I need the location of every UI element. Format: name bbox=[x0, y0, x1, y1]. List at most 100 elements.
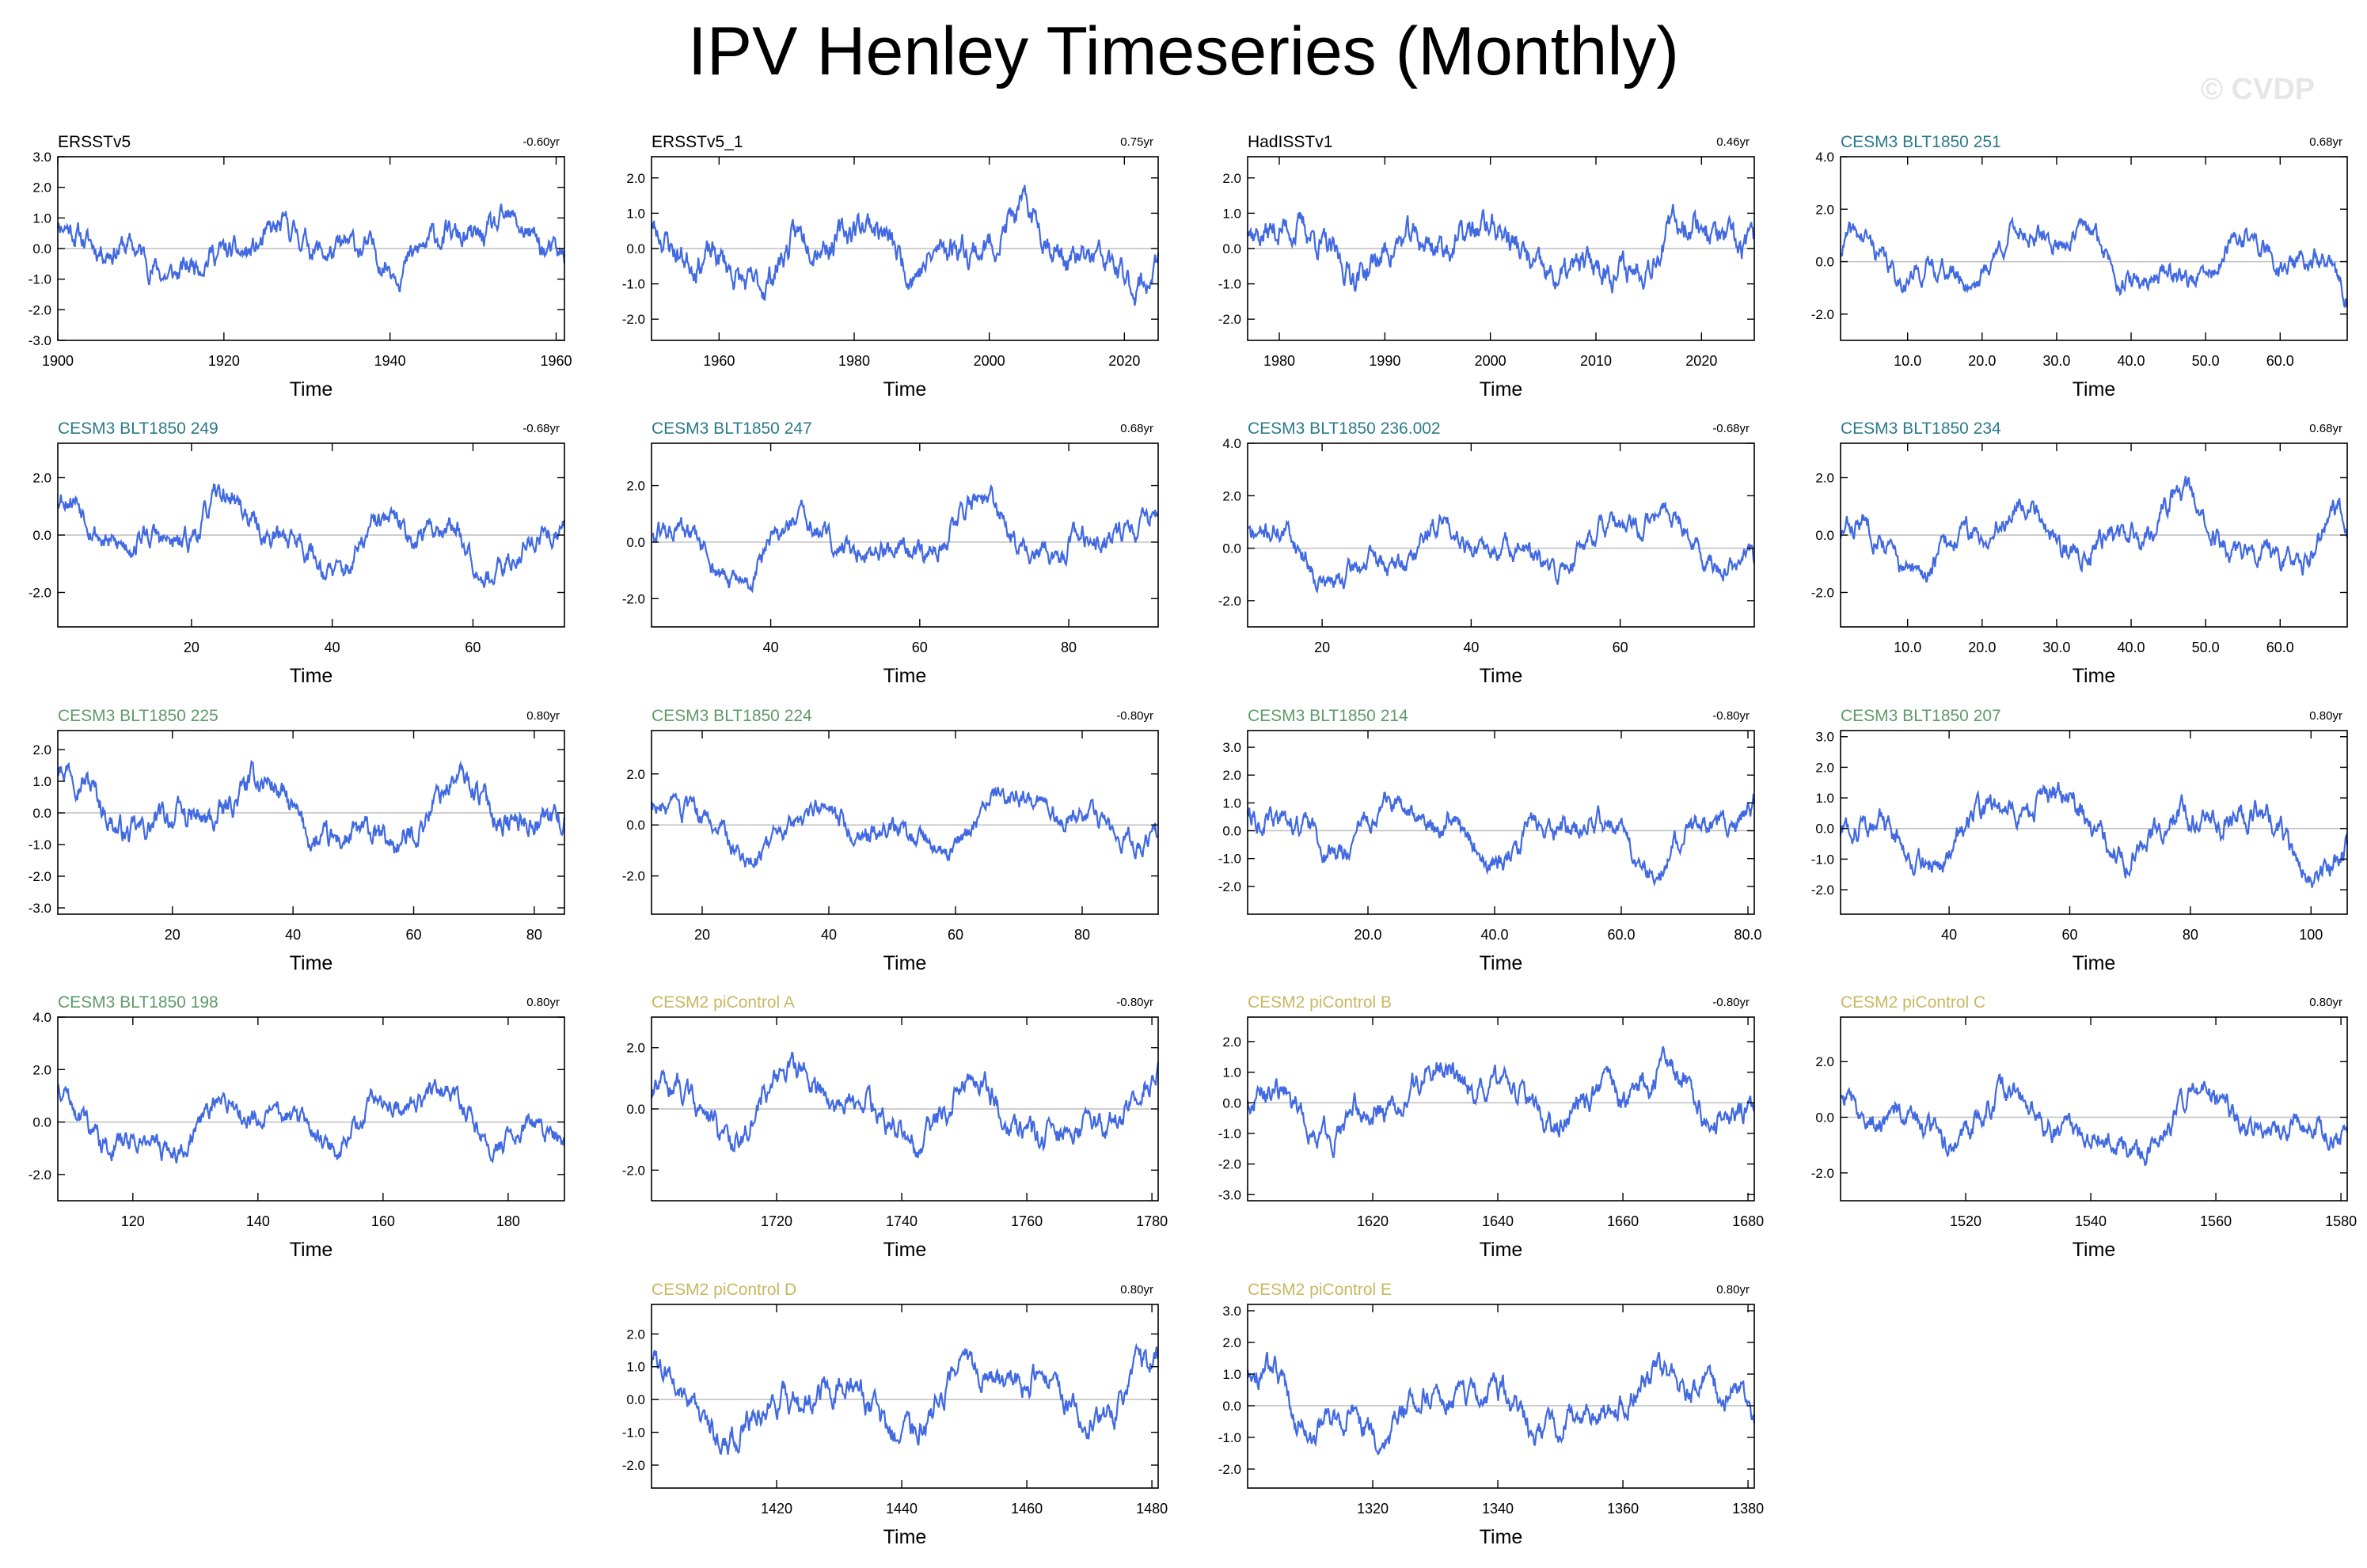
y-tick-label: -1.0 bbox=[1218, 1430, 1241, 1445]
series-line bbox=[650, 1342, 1159, 1456]
series-line bbox=[1839, 781, 2349, 888]
y-tick-label: -2.0 bbox=[622, 1163, 645, 1178]
x-tick-label: 50.0 bbox=[2192, 640, 2220, 655]
y-tick-label: 0.0 bbox=[1222, 824, 1241, 839]
trend-label: 0.80yr bbox=[1716, 1283, 1750, 1297]
x-axis-label: Time bbox=[290, 1239, 333, 1261]
x-tick-label: 1320 bbox=[1357, 1501, 1389, 1517]
x-tick-label: 180 bbox=[496, 1213, 520, 1229]
x-tick-label: 1520 bbox=[1950, 1213, 1981, 1229]
series-line bbox=[56, 483, 566, 588]
trend-label: 0.68yr bbox=[2309, 422, 2342, 435]
trend-label: -0.68yr bbox=[1712, 422, 1750, 435]
y-tick-label: 0.0 bbox=[1815, 822, 1834, 837]
x-tick-label: 40 bbox=[1463, 640, 1479, 655]
plot-frame bbox=[1840, 1016, 2348, 1202]
plot-frame bbox=[651, 1304, 1159, 1489]
y-tick-label: 2.0 bbox=[32, 1062, 51, 1077]
x-tick-label: 1560 bbox=[2200, 1213, 2232, 1229]
x-tick-label: 40 bbox=[285, 927, 301, 943]
x-tick-label: 1720 bbox=[761, 1213, 792, 1229]
y-tick-label: 2.0 bbox=[1815, 760, 1834, 775]
x-axis-label: Time bbox=[2073, 1239, 2116, 1261]
y-tick-label: 0.0 bbox=[626, 241, 645, 256]
x-tick-label: 1660 bbox=[1607, 1213, 1639, 1229]
series-line bbox=[56, 759, 566, 854]
x-tick-label: 100 bbox=[2299, 927, 2323, 943]
x-tick-label: 1380 bbox=[1732, 1501, 1764, 1517]
x-tick-label: 50.0 bbox=[2192, 353, 2220, 369]
y-tick-label: -1.0 bbox=[28, 272, 51, 287]
trend-label: 0.75yr bbox=[1120, 135, 1153, 149]
y-tick-label: 2.0 bbox=[1222, 1335, 1241, 1350]
panel-title: ERSSTv5 bbox=[58, 133, 131, 151]
y-tick-label: 2.0 bbox=[1815, 202, 1834, 217]
y-tick-label: 0.0 bbox=[32, 806, 51, 821]
y-tick-label: 2.0 bbox=[626, 1041, 645, 1056]
y-tick-label: -3.0 bbox=[28, 901, 51, 916]
x-tick-label: 40 bbox=[325, 640, 340, 655]
trend-label: -0.80yr bbox=[1116, 996, 1153, 1009]
y-tick-label: 0.0 bbox=[626, 1392, 645, 1407]
panel-title: CESM3 BLT1850 247 bbox=[652, 420, 812, 438]
x-tick-label: 1420 bbox=[761, 1501, 792, 1517]
panel-title: CESM3 BLT1850 234 bbox=[1841, 420, 2001, 438]
chart-panel-4: -2.0 0.0 2.0 20 40 60 Time CESM3 BLT1850 249 -0.… bbox=[28, 420, 566, 687]
panel-title: HadISSTv1 bbox=[1248, 133, 1332, 151]
y-tick-label: -2.0 bbox=[1811, 1166, 1834, 1181]
x-tick-label: 60 bbox=[948, 927, 963, 943]
x-axis-label: Time bbox=[883, 952, 927, 974]
x-axis-label: Time bbox=[883, 665, 927, 687]
y-tick-label: 0.0 bbox=[1222, 541, 1241, 556]
series-line bbox=[1839, 216, 2349, 308]
x-tick-label: 1760 bbox=[1011, 1213, 1043, 1229]
x-tick-label: 20.0 bbox=[1968, 353, 1996, 369]
series-line bbox=[1246, 792, 1756, 887]
x-tick-label: 20 bbox=[184, 640, 199, 655]
y-tick-label: -2.0 bbox=[28, 869, 51, 884]
panel-title: CESM3 BLT1850 198 bbox=[58, 993, 218, 1012]
y-tick-label: 3.0 bbox=[32, 150, 51, 165]
y-tick-label: 3.0 bbox=[1222, 1304, 1241, 1319]
panel-title: CESM2 piControl A bbox=[652, 993, 795, 1012]
y-tick-label: 0.0 bbox=[626, 818, 645, 833]
y-tick-label: 2.0 bbox=[1222, 768, 1241, 783]
x-tick-label: 20 bbox=[1314, 640, 1330, 655]
x-tick-label: 1540 bbox=[2075, 1213, 2107, 1229]
series-line bbox=[1247, 501, 1756, 594]
chart-panel-0: -3.0 -2.0 -1.0 0.0 1.0 2.0 3.0 1900 1920 1940 1960… bbox=[28, 133, 572, 401]
x-tick-label: 1360 bbox=[1607, 1501, 1639, 1517]
y-tick-label: 1.0 bbox=[1815, 791, 1834, 806]
y-tick-label: -2.0 bbox=[28, 302, 51, 317]
y-tick-label: 0.0 bbox=[1815, 255, 1834, 270]
y-tick-label: -3.0 bbox=[1218, 1187, 1241, 1202]
series-line bbox=[56, 203, 566, 293]
plot-frame bbox=[57, 730, 565, 915]
x-axis-label: Time bbox=[2073, 952, 2116, 974]
x-tick-label: 30.0 bbox=[2042, 353, 2070, 369]
x-tick-label: 2000 bbox=[974, 353, 1005, 369]
y-tick-label: -2.0 bbox=[622, 869, 645, 884]
y-tick-label: -2.0 bbox=[1218, 1157, 1241, 1172]
series-line bbox=[57, 1079, 566, 1164]
x-tick-label: 1980 bbox=[1263, 353, 1295, 369]
x-tick-label: 1340 bbox=[1482, 1501, 1514, 1517]
trend-label: 0.46yr bbox=[1716, 135, 1750, 149]
series-line bbox=[1246, 1351, 1756, 1456]
x-tick-label: 1940 bbox=[374, 353, 406, 369]
x-tick-label: 1440 bbox=[886, 1501, 918, 1517]
chart-panel-9: -2.0 0.0 2.0 20 40 60 80 Time CESM3 BLT1850 224 -… bbox=[622, 707, 1159, 974]
trend-label: -0.68yr bbox=[522, 422, 560, 435]
x-tick-label: 80 bbox=[526, 927, 542, 943]
panel-title: CESM3 BLT1850 249 bbox=[58, 420, 218, 438]
x-tick-label: 60.0 bbox=[2266, 640, 2294, 655]
trend-label: 0.68yr bbox=[2309, 135, 2342, 149]
y-tick-label: 0.0 bbox=[1222, 241, 1241, 256]
y-tick-label: 4.0 bbox=[1222, 436, 1241, 451]
x-tick-label: 60 bbox=[912, 640, 928, 655]
plot-frame bbox=[1247, 1016, 1755, 1202]
x-tick-label: 60.0 bbox=[1607, 927, 1635, 943]
trend-label: 0.80yr bbox=[2309, 996, 2342, 1009]
x-tick-label: 1580 bbox=[2325, 1213, 2357, 1229]
